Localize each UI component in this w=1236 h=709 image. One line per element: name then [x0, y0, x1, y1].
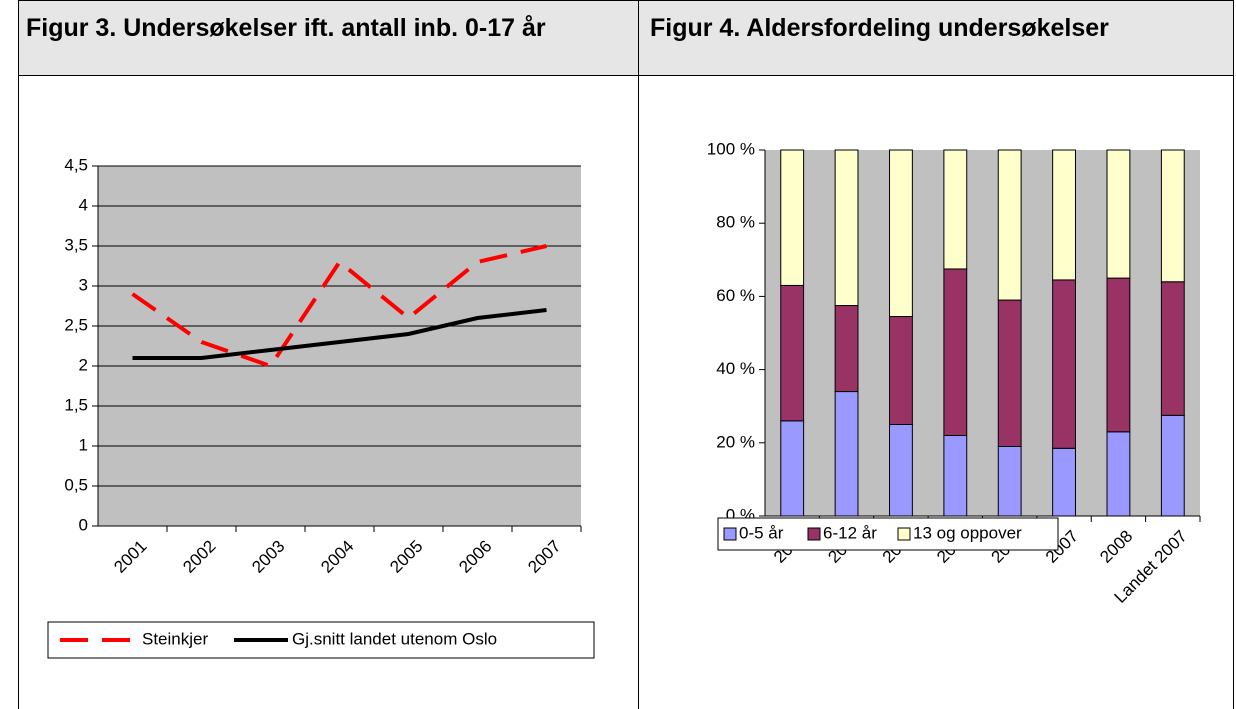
bar-segment	[1106, 149, 1131, 279]
bar-segment	[1052, 447, 1076, 517]
y-tick-label: 100 %	[707, 139, 755, 158]
bar-segment	[889, 316, 913, 425]
legend-box	[717, 517, 1059, 551]
y-tick-label: 1	[79, 435, 88, 454]
plot-area	[765, 150, 1200, 516]
y-tick-label: 80 %	[716, 213, 755, 232]
y-tick-label: 0,5	[64, 475, 88, 494]
y-tick-label: 60 %	[716, 286, 755, 305]
bar-segment	[1106, 431, 1131, 517]
bar-segment	[889, 424, 913, 517]
y-tick-label: 3	[79, 275, 88, 294]
legend-label: 6-12 år	[823, 523, 877, 542]
bar-segment	[1052, 149, 1076, 281]
legend-swatch	[807, 527, 821, 541]
y-tick-label: 3,5	[64, 235, 88, 254]
x-tick-label: 2004	[317, 537, 357, 577]
bar-segment	[834, 391, 859, 517]
legend-label: 13 og oppover	[913, 523, 1022, 542]
legend-box	[47, 621, 595, 659]
legend-label: 0-5 år	[739, 523, 784, 542]
bar-segment	[834, 149, 859, 307]
y-tick-label: 40 %	[716, 359, 755, 378]
bar-segment	[997, 149, 1022, 301]
y-tick-label: 2	[79, 355, 88, 374]
y-tick-label: 4	[79, 195, 88, 214]
x-tick-label: 2003	[248, 537, 288, 577]
bar-segment	[780, 284, 805, 422]
figure-title: Figur 4. Aldersfordeling undersøkelser	[650, 14, 1109, 42]
x-tick-label: 2002	[179, 537, 219, 577]
x-tick-label: 2005	[386, 537, 426, 577]
legend-swatch	[897, 527, 911, 541]
x-tick-label: 2001	[110, 537, 150, 577]
bar-segment	[997, 445, 1022, 517]
y-tick-label: 1,5	[64, 395, 88, 414]
bar-segment	[1052, 279, 1076, 449]
y-tick-label: 4,5	[64, 155, 88, 174]
bar-segment	[997, 299, 1022, 447]
x-tick-label: 2007	[524, 537, 564, 577]
legend-label: Gj.snitt landet utenom Oslo	[292, 629, 497, 648]
bar-segment	[780, 420, 805, 517]
bar-segment	[889, 149, 913, 318]
x-tick-label: 2006	[455, 537, 495, 577]
data-line	[131, 244, 547, 369]
bar-segment	[943, 434, 968, 517]
bar-segment	[943, 268, 968, 436]
bar-segment	[1160, 281, 1185, 416]
header-row	[18, 0, 1234, 75]
legend-swatch	[723, 527, 737, 541]
table-border	[18, 0, 1234, 709]
data-line	[132, 308, 547, 360]
bar-segment	[1106, 277, 1131, 433]
x-tick-label: 2008	[1096, 527, 1136, 567]
bar-segment	[780, 149, 805, 286]
bar-segment	[834, 305, 859, 393]
y-tick-label: 20 %	[716, 432, 755, 451]
y-tick-label: 0	[79, 515, 88, 534]
y-tick-label: 2,5	[64, 315, 88, 334]
bar-segment	[1160, 149, 1185, 283]
bar-segment	[943, 149, 968, 270]
figure-title: Figur 3. Undersøkelser ift. antall inb. …	[26, 14, 546, 42]
legend-label: Steinkjer	[142, 629, 208, 648]
plot-area	[98, 166, 581, 526]
bar-segment	[1160, 414, 1185, 517]
